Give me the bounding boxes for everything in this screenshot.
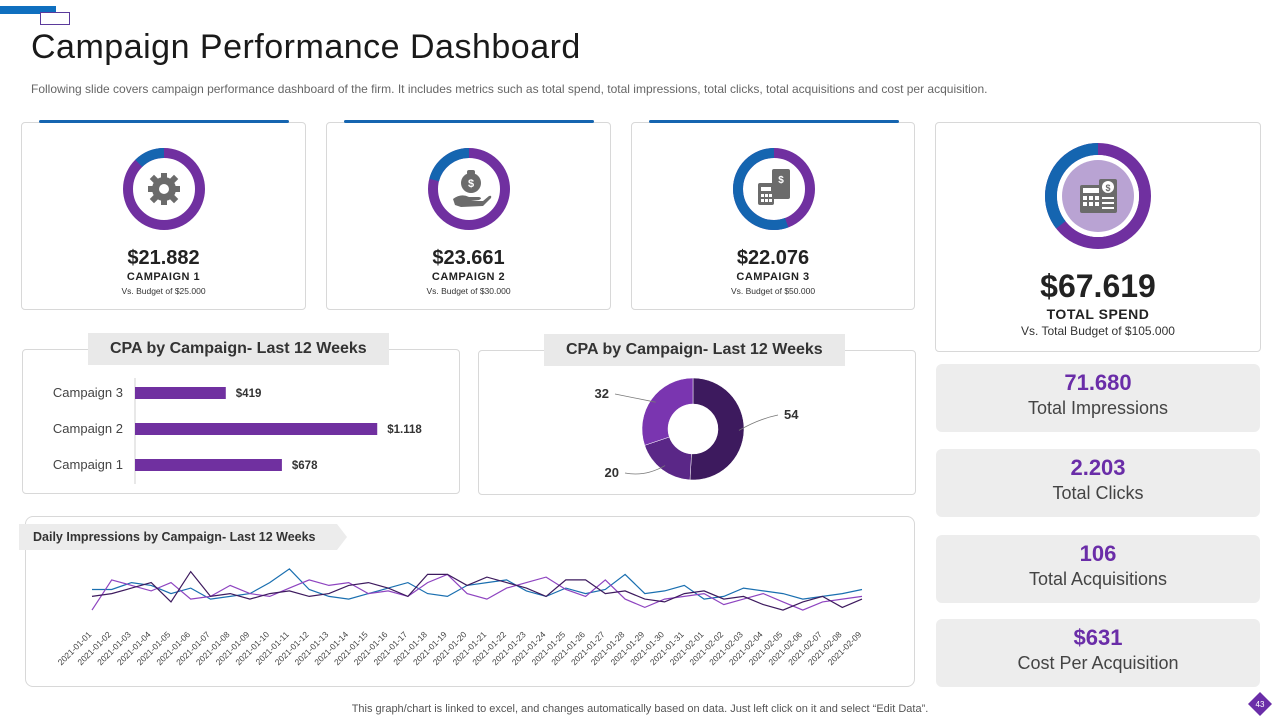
cpa-donut-chart-title: CPA by Campaign- Last 12 Weeks — [544, 334, 845, 366]
cpa-bar-chart: Campaign 3 $419 Campaign 2 $1.118 Campaign 1… — [53, 378, 422, 484]
metric-value: 2.203 — [1070, 455, 1126, 480]
cpa-donut-chart-card[interactable]: 54 20 32 — [478, 350, 916, 495]
campaign-name: CAMPAIGN 3 — [736, 271, 810, 283]
campaign-name: CAMPAIGN 1 — [126, 271, 201, 283]
bar — [135, 459, 282, 471]
page-subtitle: Following slide covers campaign performa… — [31, 82, 988, 96]
cpa-bar-chart-card[interactable]: Campaign 3 $419 Campaign 2 $1.118 Campaign 1… — [22, 349, 460, 494]
line-series — [91, 570, 863, 611]
campaign-amount: $21.882 — [127, 247, 200, 269]
bar-value-label: $678 — [292, 460, 318, 472]
donut-slice-label: 32 — [595, 386, 609, 401]
campaign-budget: Vs. Budget of $50.000 — [730, 286, 816, 296]
bar-category-label: Campaign 2 — [53, 421, 123, 436]
donut-slice — [644, 436, 692, 481]
total-spend-amount: $67.619 — [1040, 268, 1156, 304]
ring-progress-arc — [123, 148, 205, 230]
metric-label: Total Acquisitions — [1028, 569, 1168, 589]
header-accent-bar — [0, 6, 56, 14]
ring-progress-arc — [733, 148, 815, 230]
campaign-name: CAMPAIGN 2 — [431, 271, 506, 283]
campaign-amount: $22.076 — [736, 247, 810, 269]
card-accent-bar — [649, 120, 899, 123]
bar — [135, 423, 378, 435]
daily-impressions-chart-title: Daily Impressions by Campaign- Last 12 W… — [33, 530, 316, 544]
line-series — [92, 568, 863, 600]
metric-label: Total Impressions — [1027, 398, 1169, 418]
money-bag-hand-icon: $ — [453, 170, 492, 207]
metric-value: 106 — [1079, 541, 1117, 566]
campaign-3-progress-ring: $ — [733, 148, 815, 230]
bar-category-label: Campaign 1 — [53, 457, 123, 472]
metric-card-acquisitions[interactable]: 106 Total Acquisitions — [936, 535, 1260, 603]
campaign-budget: Vs. Budget of $30.000 — [426, 286, 511, 296]
footer-note: This graph/chart is linked to excel, and… — [351, 703, 929, 715]
cpa-donut-chart: 54 20 32 — [595, 377, 799, 481]
bar-value-label: $1.118 — [387, 424, 422, 436]
metric-value: 71.680 — [1064, 370, 1132, 395]
metric-card-cpa[interactable]: $631 Cost Per Acquisition — [936, 619, 1260, 687]
donut-slice-label: 54 — [784, 407, 799, 422]
svg-text:$: $ — [1105, 183, 1110, 193]
donut-slice — [641, 377, 694, 446]
svg-text:$: $ — [468, 178, 474, 190]
campaign-budget: Vs. Budget of $25.000 — [121, 286, 206, 296]
metric-card-impressions[interactable]: 71.680 Total Impressions — [936, 364, 1260, 432]
page-number: 43 — [1256, 700, 1265, 709]
campaign-card-3[interactable]: $ $22.076 CAMPAIGN 3 Vs. Budget of $50.0… — [631, 120, 915, 310]
page-number-badge: 43 — [1248, 692, 1272, 716]
ring-progress-arc — [428, 148, 510, 230]
cpa-bar-chart-title: CPA by Campaign- Last 12 Weeks — [88, 333, 389, 365]
total-spend-budget: Vs. Total Budget of $105.000 — [1021, 324, 1175, 338]
donut-leader-line — [624, 465, 666, 475]
gear-icon — [148, 173, 180, 205]
campaign-card-1[interactable]: $21.882 CAMPAIGN 1 Vs. Budget of $25.000 — [21, 120, 306, 310]
campaign-amount: $23.661 — [432, 247, 505, 269]
calculator-icon: $ — [758, 169, 790, 205]
bar — [135, 387, 226, 399]
line-series — [91, 573, 863, 611]
daily-impressions-line-chart: 2021-01-012021-01-022021-01-032021-01-04… — [56, 568, 864, 667]
bar-category-label: Campaign 3 — [53, 385, 123, 400]
metric-label: Cost Per Acquisition — [1017, 653, 1179, 673]
donut-leader-line — [614, 393, 656, 403]
total-spend-label: TOTAL SPEND — [1046, 306, 1150, 322]
donut-leader-line — [738, 414, 779, 431]
svg-text:$: $ — [778, 175, 784, 186]
page-title: Campaign Performance Dashboard — [31, 28, 581, 66]
header-accent-box — [40, 12, 70, 25]
line-chart-title-tag — [19, 524, 347, 550]
metric-value: $631 — [1073, 625, 1123, 650]
card-accent-bar — [39, 120, 289, 123]
total-spend-progress-ring: $ — [1045, 143, 1151, 249]
total-spend-card[interactable]: $ $67.619 TOTAL SPEND Vs. Total Budget o… — [935, 122, 1261, 352]
calculator-money-icon: $ — [1080, 179, 1117, 213]
campaign-2-progress-ring: $ — [428, 148, 510, 230]
ring-progress-arc — [1045, 143, 1151, 249]
metric-card-clicks[interactable]: 2.203 Total Clicks — [936, 449, 1260, 517]
metric-label: Total Clicks — [1052, 483, 1144, 503]
card-accent-bar — [344, 120, 594, 123]
campaign-1-progress-ring — [123, 148, 205, 230]
donut-slice-label: 20 — [605, 465, 619, 480]
donut-slice — [689, 377, 745, 481]
bar-value-label: $419 — [236, 388, 262, 400]
campaign-card-2[interactable]: $ $23.661 CAMPAIGN 2 Vs. Budget of $30.0… — [326, 120, 611, 310]
